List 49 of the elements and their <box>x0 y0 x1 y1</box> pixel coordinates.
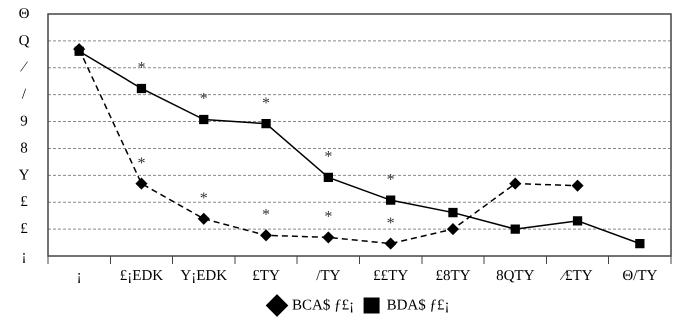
point <box>136 84 146 94</box>
text: ⁄ <box>20 60 29 76</box>
text: £ <box>20 221 28 238</box>
point <box>260 230 272 242</box>
legend-label: BCA$ ƒ£¡ <box>292 297 354 314</box>
x-tick-label: Y¡EDK <box>180 268 228 284</box>
text: ¡ <box>22 248 26 264</box>
point <box>386 196 396 205</box>
annotation: * <box>324 208 332 226</box>
x-tick-label: 8QTY <box>496 268 535 284</box>
point <box>572 216 582 226</box>
x-tick-label: Θ/TY <box>622 268 658 284</box>
point <box>261 118 271 128</box>
x-tick-label: ¡ <box>76 268 82 284</box>
annotation: * <box>200 90 208 108</box>
x-tick-label: £8TY <box>435 268 471 284</box>
x-tick-label: £TY <box>252 268 280 284</box>
x-tick-label: /TY <box>316 268 341 284</box>
point <box>510 224 520 234</box>
annotation: * <box>386 214 395 232</box>
text: Θ <box>18 6 30 22</box>
point <box>136 178 148 190</box>
point <box>635 238 644 248</box>
text: Q <box>18 32 30 49</box>
legend-label: BDA$ ƒ£¡ <box>386 297 450 314</box>
annotation: * <box>324 148 332 166</box>
annotation: * <box>137 154 146 172</box>
point <box>74 46 84 56</box>
point <box>324 172 333 182</box>
point <box>199 114 208 124</box>
annotation: * <box>262 206 270 224</box>
point <box>198 213 210 225</box>
annotation: * <box>200 190 208 207</box>
x-tick-label: ££TY <box>373 268 408 284</box>
text: £ <box>20 194 28 210</box>
point <box>572 180 584 192</box>
point <box>384 238 396 250</box>
point <box>448 208 458 218</box>
x-tick-label: £¡EDK <box>120 268 164 284</box>
point <box>510 178 521 190</box>
annotation: * <box>386 171 395 188</box>
point <box>447 223 459 235</box>
point <box>322 232 334 244</box>
x-tick-label: ⁄£TY <box>560 268 593 284</box>
text: 9 <box>20 113 28 130</box>
text: / <box>22 86 27 103</box>
annotation: * <box>262 94 270 112</box>
text: 8 <box>20 140 28 156</box>
text: Y <box>18 167 30 184</box>
